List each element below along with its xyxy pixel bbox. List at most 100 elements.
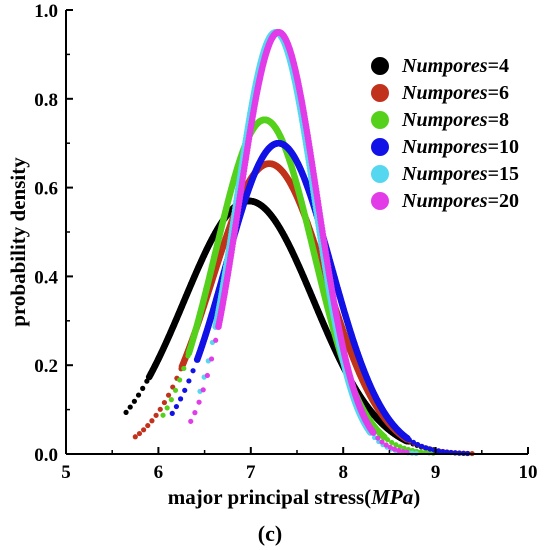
data-point — [136, 430, 143, 437]
legend-marker — [371, 165, 389, 183]
data-point — [196, 399, 202, 405]
legend-prefix: Numpores — [401, 190, 488, 212]
data-point — [391, 446, 398, 452]
legend-marker — [371, 84, 389, 102]
data-point — [181, 365, 187, 372]
legend-label: Numpores=8 — [401, 109, 509, 131]
legend-value: =4 — [488, 55, 509, 77]
legend-prefix: Numpores — [401, 82, 488, 104]
y-tick-label: 0.4 — [34, 267, 58, 288]
data-point — [439, 448, 446, 455]
data-point — [160, 412, 166, 418]
data-point — [149, 418, 155, 424]
data-point — [396, 447, 402, 454]
legend-prefix: Numpores — [401, 163, 488, 185]
data-point — [157, 406, 163, 412]
legend-label: Numpores=15 — [401, 163, 519, 185]
data-point — [400, 448, 406, 455]
legend-prefix: Numpores — [401, 136, 488, 158]
y-axis-title: probability density — [6, 157, 30, 327]
legend-marker — [371, 57, 389, 75]
y-tick-label: 0.6 — [34, 179, 58, 200]
data-point — [192, 410, 198, 416]
legend-label: Numpores=10 — [401, 136, 519, 158]
data-point — [406, 437, 412, 443]
plot-series — [123, 28, 475, 457]
data-point — [161, 399, 168, 406]
legend-value: =15 — [488, 163, 519, 185]
data-point — [169, 410, 175, 416]
x-tick-label: 10 — [519, 462, 538, 483]
x-tick-label: 5 — [61, 462, 71, 483]
data-point — [177, 396, 184, 402]
data-point — [186, 378, 192, 384]
legend-marker — [371, 111, 389, 129]
data-point — [168, 397, 174, 403]
data-point — [131, 398, 137, 404]
x-axis-title: major principal stress(MPa) — [168, 485, 420, 509]
legend-value: =8 — [488, 109, 509, 131]
y-tick-label: 0.2 — [34, 356, 58, 377]
data-point — [141, 427, 147, 433]
legend-prefix: Numpores — [401, 109, 488, 131]
series-20 — [188, 28, 410, 455]
data-point — [410, 439, 417, 445]
x-tick-label: 6 — [154, 462, 164, 483]
series-10 — [169, 139, 471, 457]
data-point — [135, 392, 142, 398]
data-point — [177, 377, 183, 383]
legend-marker — [371, 192, 389, 210]
data-point — [165, 392, 172, 398]
data-point — [204, 372, 210, 379]
data-point — [173, 403, 180, 410]
data-point — [172, 387, 179, 393]
y-tick-label: 1.0 — [34, 1, 58, 22]
data-point — [190, 368, 196, 374]
data-point — [132, 434, 138, 440]
data-point — [414, 441, 421, 448]
data-point — [164, 405, 170, 411]
data-point — [375, 435, 381, 441]
data-point — [383, 442, 389, 448]
data-point — [387, 444, 393, 450]
data-point — [419, 443, 425, 449]
data-point — [145, 422, 151, 429]
legend-value: =6 — [488, 82, 509, 104]
data-point — [200, 387, 206, 393]
data-point — [140, 385, 146, 391]
y-tick-label: 0.8 — [34, 90, 58, 111]
x-tick-label: 9 — [431, 462, 441, 483]
x-axis-title-text: major principal stress( — [168, 485, 371, 509]
data-point — [182, 387, 188, 393]
legend-value: =10 — [488, 136, 519, 158]
data-point — [435, 448, 441, 454]
data-point — [213, 337, 219, 343]
data-point — [153, 412, 159, 418]
x-axis-title-close: ) — [413, 485, 420, 509]
legend-label: Numpores=4 — [401, 55, 509, 77]
ticks: 5 6 7 8 9 10 0.0 0.2 0.4 0.6 0.8 1.0 — [34, 1, 537, 483]
data-point — [379, 439, 385, 445]
data-point — [188, 418, 194, 424]
legend-marker — [371, 138, 389, 156]
x-axis-title-unit: MPa — [370, 485, 413, 509]
data-point — [208, 356, 215, 362]
data-point — [423, 445, 429, 451]
x-tick-label: 7 — [246, 462, 256, 483]
y-tick-label: 0.0 — [34, 445, 58, 466]
data-point — [384, 437, 391, 443]
data-point — [127, 404, 133, 410]
data-point — [427, 446, 433, 452]
data-point — [393, 442, 399, 448]
data-point — [123, 409, 129, 415]
legend-prefix: Numpores — [401, 55, 488, 77]
panel-label: (c) — [258, 521, 282, 546]
legend-label: Numpores=6 — [401, 82, 509, 104]
legend-label: Numpores=20 — [401, 190, 519, 212]
data-point — [389, 439, 395, 446]
x-tick-label: 8 — [338, 462, 348, 483]
data-point — [371, 430, 377, 436]
legend: Numpores=4Numpores=6Numpores=8Numpores=1… — [371, 55, 519, 212]
legend-value: =20 — [488, 190, 519, 212]
